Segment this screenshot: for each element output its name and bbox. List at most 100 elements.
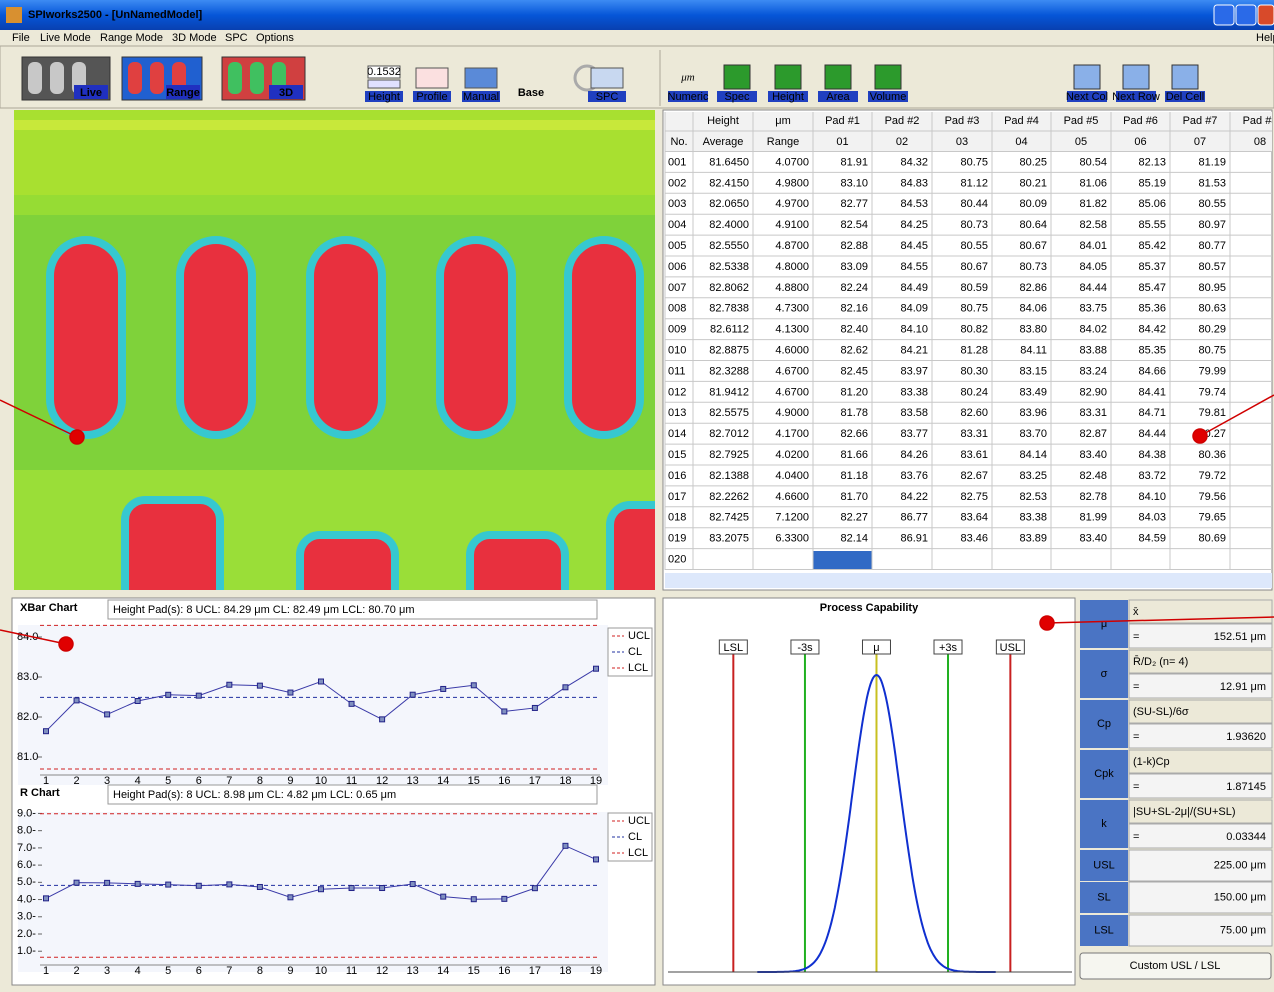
table-cell: 82.16	[840, 303, 868, 315]
x-tick-label: 12	[376, 965, 388, 977]
column-header: Pad #6	[1123, 115, 1158, 127]
tool-button[interactable]: SPC	[588, 68, 626, 103]
table-cell: 80.67	[960, 261, 988, 273]
table-cell: 80.75	[1198, 344, 1226, 356]
table-cell: 82.78	[1079, 491, 1107, 503]
table-cell: 80.30	[960, 365, 988, 377]
marker-label: USL	[1000, 642, 1021, 654]
table-cell: 83.31	[960, 428, 988, 440]
column-header: μm	[775, 115, 791, 127]
mode-button[interactable]: Range	[122, 57, 202, 100]
x-tick-label: 3	[104, 965, 110, 977]
x-tick-label: 17	[529, 965, 541, 977]
data-point	[502, 896, 507, 901]
data-point	[349, 701, 354, 706]
table-cell: 80.57	[1198, 261, 1226, 273]
tool-button[interactable]: Height	[365, 80, 403, 103]
table-cell: 84.21	[900, 344, 928, 356]
menu-item: SPC	[225, 32, 248, 44]
table-cell: 82.0650	[709, 198, 749, 210]
table-cell: 82.58	[1079, 219, 1107, 231]
menu-item: Options	[256, 32, 294, 44]
stat-symbol: USL	[1093, 859, 1114, 871]
table-cell: 4.0700	[775, 156, 809, 168]
stat-equals: =	[1133, 731, 1139, 743]
table-cell: 79.65	[1198, 512, 1226, 524]
data-point	[319, 679, 324, 684]
selected-cell[interactable]	[813, 551, 872, 569]
tool-icon	[465, 68, 497, 88]
data-point	[227, 682, 232, 687]
table-cell: 84.71	[1138, 407, 1166, 419]
mode-button[interactable]: Live	[22, 57, 110, 100]
data-point	[532, 886, 537, 891]
h-scrollbar[interactable]	[665, 573, 1272, 588]
stat-formula: x̄	[1133, 606, 1139, 618]
table-cell: 80.21	[1019, 177, 1047, 189]
table-cell: 4.9100	[775, 219, 809, 231]
table-cell: 82.6112	[710, 324, 749, 336]
x-tick-label: 13	[407, 965, 419, 977]
table-cell: 80.29	[1198, 324, 1226, 336]
table-cell: 82.3288	[709, 365, 749, 377]
r-plot-area	[18, 812, 608, 972]
table-cell: 83.25	[1019, 470, 1047, 482]
window-buttons[interactable]	[1214, 5, 1274, 25]
row-number: 008	[668, 303, 686, 315]
tool-label: Manual	[463, 91, 499, 103]
stat-value: 12.91 μm	[1220, 681, 1266, 693]
table-cell: 81.12	[960, 177, 988, 189]
table-cell: 84.25	[900, 219, 928, 231]
table-cell: 84.44	[1079, 282, 1107, 294]
data-point	[410, 882, 415, 887]
button-label: Next Col	[1066, 91, 1108, 103]
y-tick-label: 9.0-	[17, 807, 36, 819]
table-cell: 82.8062	[709, 282, 749, 294]
tool-button[interactable]: Profile	[413, 68, 451, 103]
tool-icon	[591, 68, 623, 88]
x-tick-label: 1	[43, 965, 49, 977]
legend-label: CL	[628, 831, 642, 843]
table-cell: 82.5575	[709, 407, 749, 419]
table-cell: 82.27	[840, 512, 868, 524]
x-tick-label: 19	[590, 965, 602, 977]
table-cell: 84.83	[900, 177, 928, 189]
table-cell: 80.36	[1198, 449, 1226, 461]
table-cell: 80.25	[1019, 156, 1047, 168]
table-cell: 83.97	[900, 365, 928, 377]
table-cell: 82.24	[840, 282, 868, 294]
column-header: Height	[707, 115, 739, 127]
mode-icon-pad	[50, 62, 64, 94]
data-point	[532, 705, 537, 710]
chart-title: Process Capability	[820, 602, 919, 614]
row-number: 017	[668, 491, 686, 503]
data-point	[594, 666, 599, 671]
button-label: Custom USL / LSL	[1130, 960, 1221, 972]
tool-icon	[416, 68, 448, 88]
button-icon	[825, 65, 851, 89]
stat-value: 150.00 μm	[1214, 891, 1266, 903]
x-tick-label: 10	[315, 965, 327, 977]
stat-symbol: μ	[1101, 618, 1107, 630]
mode-button[interactable]: 3D	[222, 57, 305, 100]
row-number: 012	[668, 386, 686, 398]
table-cell: 82.7925	[709, 449, 749, 461]
tool-button[interactable]: Manual	[462, 68, 500, 103]
column-header: Pad #4	[1004, 115, 1039, 127]
data-point	[196, 883, 201, 888]
table-cell: 83.96	[1019, 407, 1047, 419]
table-cell: 81.20	[840, 386, 868, 398]
table-cell: 82.53	[1019, 491, 1047, 503]
column-header: 04	[1015, 136, 1027, 148]
button-icon	[1123, 65, 1149, 89]
table-cell: 4.9700	[775, 198, 809, 210]
table-cell: 81.6450	[709, 156, 749, 168]
table-cell: 85.35	[1138, 344, 1166, 356]
data-point	[563, 685, 568, 690]
table-cell: 83.77	[900, 428, 928, 440]
column-header: 06	[1134, 136, 1146, 148]
custom-limits-button[interactable]: Custom USL / LSL	[1080, 953, 1271, 979]
table-cell: 79.72	[1198, 470, 1226, 482]
table-cell: 4.1300	[775, 324, 809, 336]
toolbar-button[interactable]: Numeric	[668, 91, 709, 103]
